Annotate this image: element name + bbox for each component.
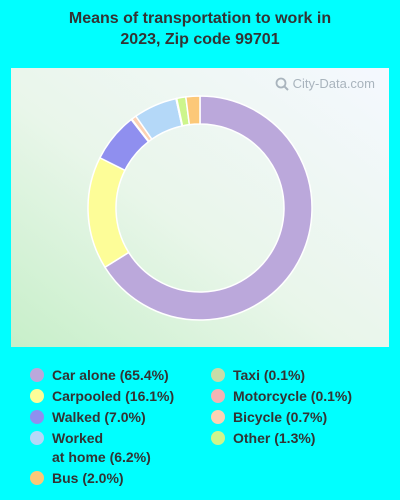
legend-label: Taxi (0.1%) (233, 367, 306, 383)
watermark-text: City-Data.com (292, 76, 375, 91)
legend: Car alone (65.4%) Carpooled (16.1%) Walked… (0, 360, 400, 490)
donut-chart (87, 95, 313, 321)
chart-title: Means of transportation to work in 2023,… (0, 8, 400, 50)
legend-swatch (30, 431, 44, 445)
magnifier-icon (275, 77, 289, 91)
legend-label: Bicycle (0.7%) (233, 409, 328, 425)
legend-item: Carpooled (16.1%) (30, 387, 174, 406)
legend-swatch (30, 368, 44, 382)
legend-swatch (211, 410, 225, 424)
legend-item: Taxi (0.1%) (211, 366, 305, 385)
legend-item: Walked (7.0%) (30, 408, 146, 427)
legend-label: Bus (2.0%) (52, 470, 124, 486)
legend-item: Bus (2.0%) (30, 469, 124, 488)
legend-item: Worked at home (6.2%) (30, 429, 151, 467)
legend-label: Other (1.3%) (233, 430, 316, 446)
legend-swatch (211, 368, 225, 382)
chart-title-line-1: Means of transportation to work in (68, 10, 332, 27)
chart-title-line-2: 2023, Zip code 99701 (120, 31, 280, 48)
legend-label: Car alone (65.4%) (52, 367, 169, 383)
legend-label: Walked (7.0%) (52, 409, 146, 425)
legend-item: Bicycle (0.7%) (211, 408, 327, 427)
legend-swatch (30, 410, 44, 424)
donut-slice-carpooled (87, 156, 130, 269)
legend-swatch (211, 431, 225, 445)
legend-label: Carpooled (16.1%) (52, 388, 175, 404)
legend-swatch (30, 389, 44, 403)
legend-item: Other (1.3%) (211, 429, 315, 448)
legend-label: at home (6.2%) (52, 449, 151, 465)
legend-item: Car alone (65.4%) (30, 366, 169, 385)
legend-swatch (211, 389, 225, 403)
legend-item: Motorcycle (0.1%) (211, 387, 352, 406)
legend-label: Motorcycle (0.1%) (233, 388, 353, 404)
legend-swatch (30, 471, 44, 485)
donut-slice-bus (184, 95, 201, 126)
watermark: City-Data.com (275, 76, 375, 91)
legend-label: Worked (52, 430, 104, 446)
chart-panel: City-Data.com (11, 68, 389, 347)
donut-slice-car-alone (103, 95, 313, 321)
